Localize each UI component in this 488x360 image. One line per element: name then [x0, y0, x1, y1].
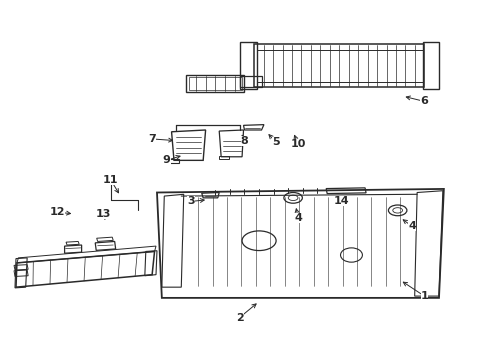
Text: 10: 10	[290, 139, 305, 149]
Text: 14: 14	[333, 197, 349, 206]
Text: 1: 1	[420, 291, 427, 301]
Text: 8: 8	[240, 136, 248, 146]
Text: 11: 11	[103, 175, 118, 185]
Text: 5: 5	[272, 138, 279, 148]
Text: 2: 2	[235, 312, 243, 323]
Text: 4: 4	[293, 212, 301, 222]
Text: 13: 13	[96, 209, 111, 219]
Text: 12: 12	[49, 207, 65, 217]
Text: 7: 7	[148, 134, 156, 144]
Text: 6: 6	[420, 96, 427, 107]
Text: 3: 3	[187, 197, 194, 206]
Text: 4: 4	[407, 221, 415, 231]
Text: 9: 9	[163, 156, 170, 165]
